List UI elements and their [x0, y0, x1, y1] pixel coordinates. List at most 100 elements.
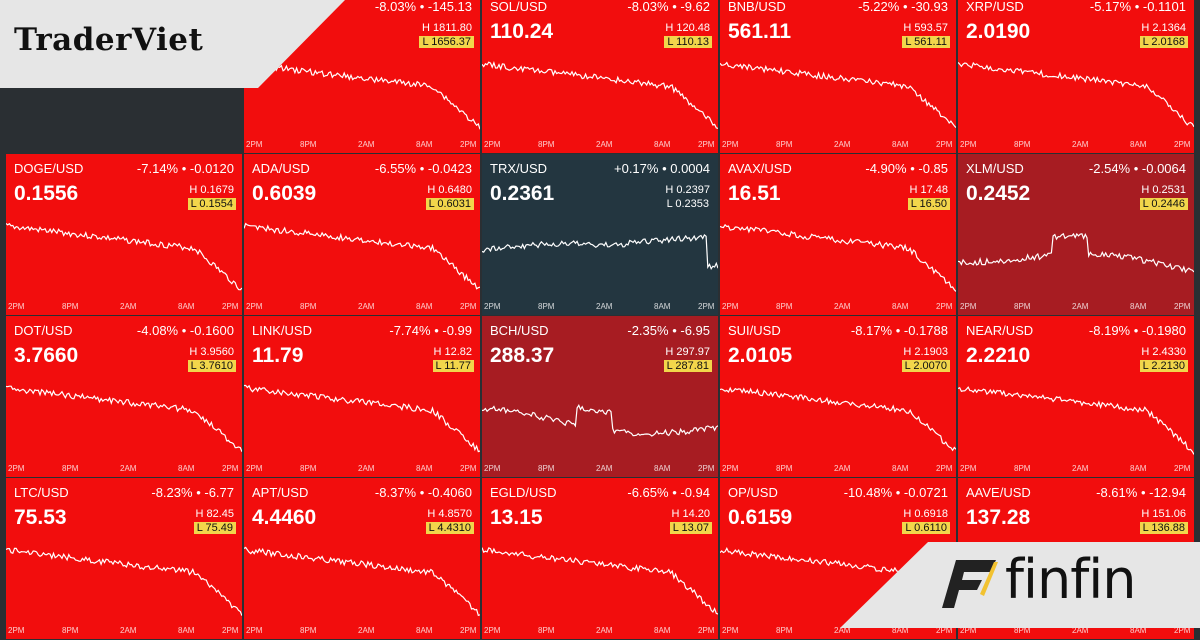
change-absolute: -12.94: [1149, 485, 1186, 500]
time-axis-label: 2AM: [120, 302, 137, 311]
time-axis-label: 8AM: [1130, 302, 1147, 311]
change-absolute: -6.77: [204, 485, 234, 500]
ticker-high: H 14.20: [671, 508, 710, 520]
ticker-tile-sui-usd[interactable]: SUI/USD -8.17% • -0.1788 2.0105 H 2.1903 L 2…: [720, 316, 956, 477]
ticker-change: -4.90% • -0.85: [865, 161, 948, 176]
ticker-price: 2.0105: [728, 344, 793, 367]
separator-dot: •: [1131, 0, 1143, 14]
ticker-tile-bch-usd[interactable]: BCH/USD -2.35% • -6.95 288.37 H 297.97 L 287…: [482, 316, 718, 477]
sparkline-chart: [958, 61, 1194, 128]
ticker-tile-dot-usd[interactable]: DOT/USD -4.08% • -0.1600 3.7660 H 3.9560 L 3…: [6, 316, 242, 477]
ticker-tile-sol-usd[interactable]: SOL/USD -8.03% • -9.62 110.24 H 120.48 L 110…: [482, 0, 718, 153]
ticker-tile-xlm-usd[interactable]: XLM/USD -2.54% • -0.0064 0.2452 H 0.2531 L 0…: [958, 154, 1194, 315]
finfin-logo-text: finfin: [1005, 548, 1136, 611]
separator-dot: •: [178, 161, 190, 176]
ticker-change: -5.22% • -30.93: [858, 0, 948, 14]
ticker-tile-bnb-usd[interactable]: BNB/USD -5.22% • -30.93 561.11 H 593.57 L 56…: [720, 0, 956, 153]
separator-dot: •: [192, 485, 205, 500]
sparkline-line: [6, 547, 242, 616]
ticker-symbol: EGLD/USD: [490, 485, 557, 500]
time-axis-label: 2PM: [484, 626, 501, 635]
separator-dot: •: [668, 323, 681, 338]
time-axis-label: 8AM: [654, 140, 671, 149]
time-axis-label: 8PM: [300, 626, 317, 635]
sparkline-line: [6, 222, 242, 291]
time-axis-label: 2PM: [8, 626, 25, 635]
time-axis-label: 2AM: [834, 464, 851, 473]
watermark-banner: [840, 542, 1200, 628]
time-axis-label: 2AM: [596, 464, 613, 473]
time-axis: 2PM 8PM 2AM 8AM 2PM: [244, 140, 480, 151]
ticker-tile-link-usd[interactable]: LINK/USD -7.74% • -0.99 11.79 H 12.82 L 11.7…: [244, 316, 480, 477]
ticker-high: H 12.82: [433, 346, 472, 358]
sparkline-chart: [482, 403, 718, 437]
ticker-price: 561.11: [728, 20, 792, 43]
time-axis-label: 8PM: [776, 464, 793, 473]
ticker-tile-avax-usd[interactable]: AVAX/USD -4.90% • -0.85 16.51 H 17.48 L 16.5…: [720, 154, 956, 315]
time-axis-label: 8AM: [178, 464, 195, 473]
ticker-symbol: BCH/USD: [490, 323, 549, 338]
ticker-high: H 0.2397: [665, 184, 710, 196]
time-axis-label: 2PM: [246, 464, 263, 473]
ticker-symbol: AVAX/USD: [728, 161, 792, 176]
ticker-tile-trx-usd[interactable]: TRX/USD +0.17% • 0.0004 0.2361 H 0.2397 L 0.…: [482, 154, 718, 315]
separator-dot: •: [430, 323, 443, 338]
ticker-tile-ada-usd[interactable]: ADA/USD -6.55% • -0.0423 0.6039 H 0.6480 L 0…: [244, 154, 480, 315]
sparkline-line: [958, 61, 1194, 128]
ticker-low: L 110.13: [664, 36, 712, 48]
ticker-price: 13.15: [490, 506, 543, 529]
time-axis-label: 2AM: [1072, 464, 1089, 473]
change-absolute: -145.13: [427, 0, 472, 14]
ticker-low: L 0.2353: [666, 198, 709, 210]
ticker-price: 2.2210: [966, 344, 1031, 367]
ticker-tile-egld-usd[interactable]: EGLD/USD -6.65% • -0.94 13.15 H 14.20 L 13.0…: [482, 478, 718, 639]
time-axis-label: 8PM: [300, 464, 317, 473]
traderviet-watermark: TraderViet: [0, 0, 345, 88]
ticker-low: L 2.0070: [901, 360, 950, 372]
time-axis-label: 2PM: [960, 302, 977, 311]
ticker-high: H 0.1679: [189, 184, 234, 196]
time-axis-label: 2PM: [460, 464, 477, 473]
time-axis: 2PM 8PM 2AM 8AM 2PM: [482, 140, 718, 151]
time-axis-label: 2PM: [246, 140, 263, 149]
time-axis-label: 8PM: [300, 140, 317, 149]
sparkline-line: [244, 546, 480, 617]
time-axis-label: 8AM: [416, 464, 433, 473]
time-axis-label: 8PM: [538, 302, 555, 311]
ticker-low: L 0.6110: [902, 522, 950, 534]
time-axis-label: 8PM: [538, 626, 555, 635]
change-percent: -10.48%: [843, 485, 893, 500]
separator-dot: •: [1130, 323, 1142, 338]
sparkline-chart: [720, 386, 956, 452]
sparkline-chart: [482, 61, 718, 129]
time-axis-label: 2AM: [358, 626, 375, 635]
ticker-high: H 2.1364: [1141, 22, 1186, 34]
ticker-price: 4.4460: [252, 506, 317, 529]
time-axis-label: 8AM: [654, 464, 671, 473]
ticker-tile-xrp-usd[interactable]: XRP/USD -5.17% • -0.1101 2.0190 H 2.1364 L 2…: [958, 0, 1194, 153]
time-axis: 2PM 8PM 2AM 8AM 2PM: [244, 302, 480, 313]
time-axis-label: 8AM: [416, 140, 433, 149]
ticker-tile-apt-usd[interactable]: APT/USD -8.37% • -0.4060 4.4460 H 4.8570 L 4…: [244, 478, 480, 639]
time-axis: 2PM 8PM 2AM 8AM 2PM: [6, 464, 242, 475]
ticker-symbol: LTC/USD: [14, 485, 69, 500]
ticker-symbol: DOGE/USD: [14, 161, 84, 176]
ticker-change: -8.61% • -12.94: [1096, 485, 1186, 500]
time-axis-label: 2PM: [1174, 464, 1191, 473]
ticker-tile-ltc-usd[interactable]: LTC/USD -8.23% • -6.77 75.53 H 82.45 L 75.49…: [6, 478, 242, 639]
time-axis-label: 2AM: [834, 302, 851, 311]
ticker-tile-doge-usd[interactable]: DOGE/USD -7.14% • -0.0120 0.1556 H 0.1679 L …: [6, 154, 242, 315]
ticker-price: 0.1556: [14, 182, 79, 205]
ticker-tile-partial[interactable]: -8.03% • -145.13...29H 1811.80L 1656.372…: [244, 0, 480, 153]
sparkline-line: [482, 403, 718, 437]
change-percent: -8.37%: [374, 485, 417, 500]
time-axis-label: 2PM: [484, 464, 501, 473]
ticker-change: -8.03% • -145.13: [375, 0, 472, 14]
finfin-watermark: finfin: [840, 542, 1200, 628]
time-axis-label: 2PM: [484, 302, 501, 311]
ticker-high: H 0.6918: [903, 508, 948, 520]
sparkline-line: [720, 61, 956, 129]
change-percent: -8.61%: [1096, 485, 1138, 500]
time-axis-label: 8PM: [538, 140, 555, 149]
ticker-tile-near-usd[interactable]: NEAR/USD -8.19% • -0.1980 2.2210 H 2.4330 L …: [958, 316, 1194, 477]
